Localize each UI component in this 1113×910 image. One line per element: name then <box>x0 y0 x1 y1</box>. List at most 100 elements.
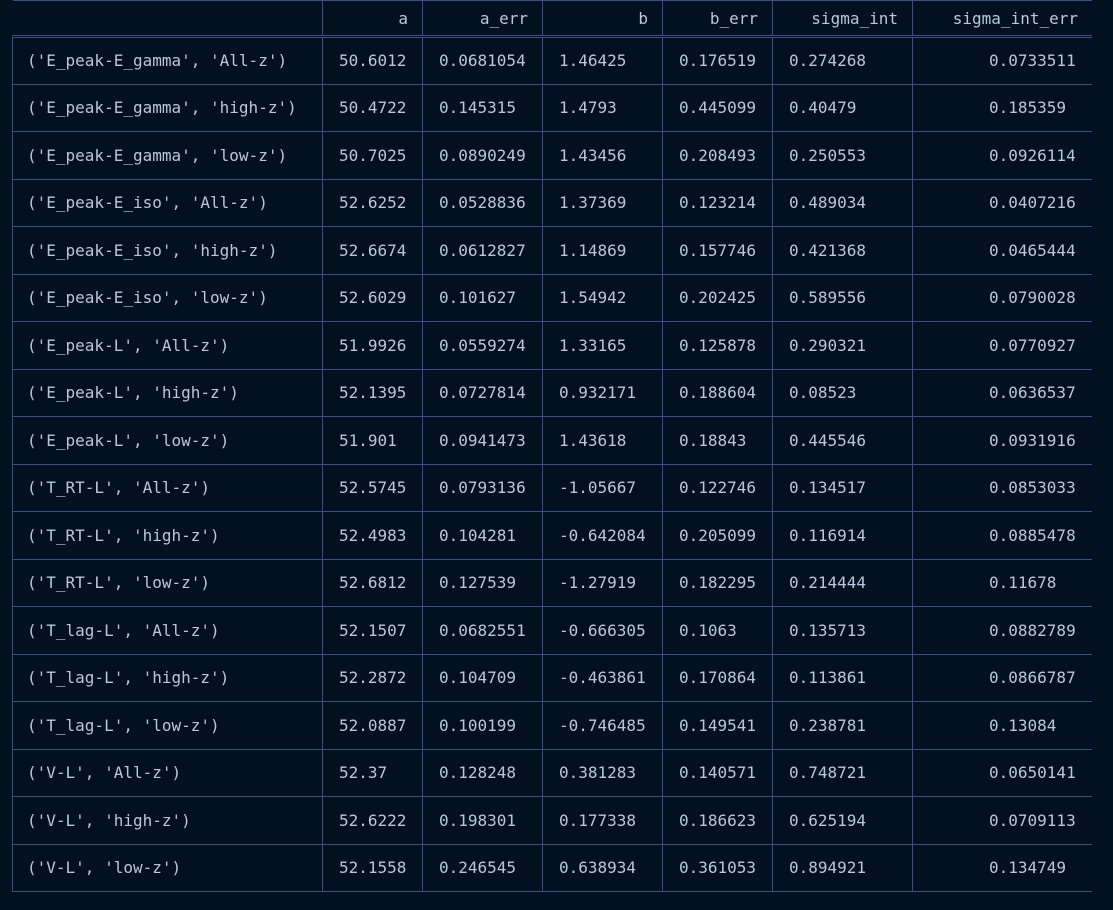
cell-b: -1.05667 <box>542 463 663 512</box>
cell-b: -0.746485 <box>542 701 663 750</box>
cell-b-err: 0.1063 <box>662 606 773 655</box>
cell-b-err: 0.18843 <box>662 416 773 465</box>
cell-sigma-int-err: 0.0926114 <box>912 131 1093 180</box>
cell-b-err: 0.186623 <box>662 796 773 845</box>
cell-sigma-int: 0.489034 <box>772 178 913 227</box>
cell-a: 52.1507 <box>322 606 423 655</box>
cell-sigma-int-err: 0.0465444 <box>912 226 1093 275</box>
column-header-b-err: b_err <box>662 0 773 38</box>
table-row: ('E_peak-E_gamma', 'low-z') 50.7025 0.0890… <box>12 131 1093 180</box>
cell-index: ('V-L', 'low-z') <box>12 843 323 892</box>
cell-b-err: 0.188604 <box>662 368 773 417</box>
cell-b: 1.43618 <box>542 416 663 465</box>
cell-sigma-int-err: 0.0866787 <box>912 653 1093 702</box>
cell-b-err: 0.122746 <box>662 463 773 512</box>
cell-index: ('E_peak-L', 'low-z') <box>12 416 323 465</box>
cell-sigma-int: 0.113861 <box>772 653 913 702</box>
cell-sigma-int-err: 0.0770927 <box>912 321 1093 370</box>
cell-sigma-int: 0.748721 <box>772 748 913 797</box>
table-row: ('E_peak-L', 'high-z') 52.1395 0.0727814 0.… <box>12 368 1093 417</box>
cell-sigma-int: 0.134517 <box>772 463 913 512</box>
cell-index: ('V-L', 'All-z') <box>12 748 323 797</box>
cell-a-err: 0.145315 <box>422 83 543 132</box>
cell-b: 0.638934 <box>542 843 663 892</box>
cell-b: -0.463861 <box>542 653 663 702</box>
cell-b: 1.14869 <box>542 226 663 275</box>
cell-a-err: 0.0528836 <box>422 178 543 227</box>
cell-a: 50.4722 <box>322 83 423 132</box>
cell-a: 52.1558 <box>322 843 423 892</box>
cell-b-err: 0.157746 <box>662 226 773 275</box>
cell-a-err: 0.104709 <box>422 653 543 702</box>
cell-b: 0.932171 <box>542 368 663 417</box>
cell-a-err: 0.0559274 <box>422 321 543 370</box>
table-row: ('E_peak-E_iso', 'low-z') 52.6029 0.101627… <box>12 273 1093 322</box>
cell-sigma-int-err: 0.0733511 <box>912 36 1093 85</box>
cell-sigma-int-err: 0.0931916 <box>912 416 1093 465</box>
cell-index: ('T_lag-L', 'high-z') <box>12 653 323 702</box>
cell-b-err: 0.149541 <box>662 701 773 750</box>
table-row: ('T_lag-L', 'low-z') 52.0887 0.100199 -0.74… <box>12 701 1093 750</box>
cell-sigma-int-err: 0.185359 <box>912 83 1093 132</box>
cell-sigma-int: 0.250553 <box>772 131 913 180</box>
table-row: ('E_peak-L', 'low-z') 51.901 0.0941473 1.43… <box>12 416 1093 465</box>
cell-a-err: 0.100199 <box>422 701 543 750</box>
cell-a: 52.1395 <box>322 368 423 417</box>
cell-sigma-int: 0.238781 <box>772 701 913 750</box>
cell-sigma-int-err: 0.0650141 <box>912 748 1093 797</box>
cell-index: ('E_peak-E_iso', 'All-z') <box>12 178 323 227</box>
cell-sigma-int: 0.290321 <box>772 321 913 370</box>
cell-a-err: 0.0612827 <box>422 226 543 275</box>
cell-b-err: 0.205099 <box>662 511 773 560</box>
cell-sigma-int-err: 0.0790028 <box>912 273 1093 322</box>
column-header-sigma-int-err: sigma_int_err <box>912 0 1093 38</box>
cell-sigma-int-err: 0.11678 <box>912 558 1093 607</box>
cell-b: -1.27919 <box>542 558 663 607</box>
cell-sigma-int-err: 0.0636537 <box>912 368 1093 417</box>
header-row: a a_err b b_err sigma_int sigma_int_err <box>12 0 1093 38</box>
cell-b: -0.666305 <box>542 606 663 655</box>
cell-a-err: 0.0793136 <box>422 463 543 512</box>
cell-sigma-int-err: 0.13084 <box>912 701 1093 750</box>
cell-a-err: 0.128248 <box>422 748 543 797</box>
cell-a-err: 0.0941473 <box>422 416 543 465</box>
cell-sigma-int: 0.625194 <box>772 796 913 845</box>
cell-sigma-int: 0.894921 <box>772 843 913 892</box>
cell-a: 50.7025 <box>322 131 423 180</box>
table-row: ('V-L', 'high-z') 52.6222 0.198301 0.177338… <box>12 796 1093 845</box>
cell-b: 1.43456 <box>542 131 663 180</box>
cell-a: 50.6012 <box>322 36 423 85</box>
cell-index: ('T_lag-L', 'low-z') <box>12 701 323 750</box>
cell-a: 52.6674 <box>322 226 423 275</box>
cell-a: 52.37 <box>322 748 423 797</box>
cell-a: 51.901 <box>322 416 423 465</box>
cell-index: ('E_peak-E_gamma', 'high-z') <box>12 83 323 132</box>
cell-sigma-int: 0.214444 <box>772 558 913 607</box>
cell-a-err: 0.0682551 <box>422 606 543 655</box>
cell-a: 52.6222 <box>322 796 423 845</box>
cell-a-err: 0.198301 <box>422 796 543 845</box>
cell-a: 52.6029 <box>322 273 423 322</box>
cell-index: ('E_peak-L', 'All-z') <box>12 321 323 370</box>
cell-b-err: 0.123214 <box>662 178 773 227</box>
cell-sigma-int-err: 0.0853033 <box>912 463 1093 512</box>
cell-b-err: 0.445099 <box>662 83 773 132</box>
cell-sigma-int-err: 0.134749 <box>912 843 1093 892</box>
cell-b: 1.37369 <box>542 178 663 227</box>
table-row: ('V-L', 'low-z') 52.1558 0.246545 0.638934 0… <box>12 843 1093 892</box>
column-header-b: b <box>542 0 663 38</box>
cell-a: 52.0887 <box>322 701 423 750</box>
table-body: ('E_peak-E_gamma', 'All-z') 50.6012 0.0681… <box>12 36 1093 892</box>
cell-a-err: 0.0727814 <box>422 368 543 417</box>
cell-sigma-int-err: 0.0407216 <box>912 178 1093 227</box>
cell-sigma-int-err: 0.0882789 <box>912 606 1093 655</box>
cell-b: 1.4793 <box>542 83 663 132</box>
table-row: ('V-L', 'All-z') 52.37 0.128248 0.381283 0.1… <box>12 748 1093 797</box>
cell-b: 0.381283 <box>542 748 663 797</box>
table-row: ('T_RT-L', 'low-z') 52.6812 0.127539 -1.279… <box>12 558 1093 607</box>
cell-a: 51.9926 <box>322 321 423 370</box>
table-row: ('T_RT-L', 'All-z') 52.5745 0.0793136 -1.05… <box>12 463 1093 512</box>
cell-b: 1.54942 <box>542 273 663 322</box>
cell-b-err: 0.140571 <box>662 748 773 797</box>
